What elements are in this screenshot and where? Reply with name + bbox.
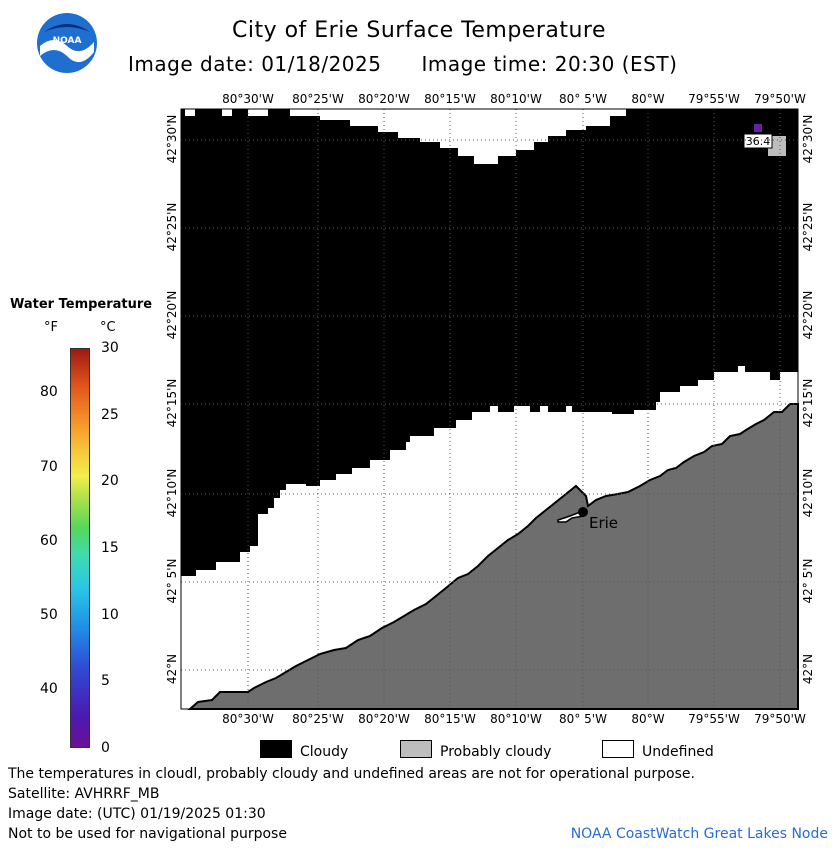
- lon-label-top: 80°25'W: [292, 92, 344, 106]
- temp-marker-label: 36.4: [746, 135, 771, 148]
- celsius-tick: 10: [101, 606, 119, 623]
- image-time: Image time: 20:30 (EST): [421, 52, 678, 76]
- unit-celsius: °C: [100, 320, 116, 335]
- lon-label-top: 79°55'W: [688, 92, 740, 106]
- lon-label-bottom: 80°30'W: [222, 712, 274, 726]
- lat-label-right: 42°15'N: [801, 378, 815, 428]
- lon-label-bottom: 80°15'W: [424, 712, 476, 726]
- lat-label-right: 42°25'N: [801, 202, 815, 252]
- lon-label-bottom: 80° 5'W: [559, 712, 607, 726]
- celsius-tick: 15: [101, 540, 119, 556]
- map-frame: [180, 108, 799, 710]
- lon-label-top: 80°15'W: [424, 92, 476, 106]
- image-date: Image date: 01/18/2025: [128, 52, 382, 76]
- lon-label-bottom: 79°50'W: [754, 712, 806, 726]
- lon-label-bottom: 80°25'W: [292, 712, 344, 726]
- lat-label-right: 42° 5'N: [801, 558, 815, 604]
- legend-label: Cloudy: [300, 744, 349, 760]
- lon-label-top: 80° 5'W: [559, 92, 607, 106]
- lat-label-right: 42°N: [801, 653, 815, 685]
- temperature-color-bar: [70, 348, 90, 748]
- fahrenheit-tick: 70: [40, 458, 58, 475]
- logo-text: NOAA: [53, 36, 82, 46]
- cloudy-region: [181, 109, 798, 576]
- celsius-tick: 5: [101, 673, 110, 690]
- legend-swatch: [602, 740, 634, 758]
- lon-label-top: 80°10'W: [490, 92, 542, 106]
- lon-label-top: 80°20'W: [358, 92, 410, 106]
- fahrenheit-tick: 50: [40, 606, 58, 623]
- legend-label: Undefined: [642, 744, 714, 760]
- celsius-tick: 30: [101, 340, 119, 356]
- legend-title: Water Temperature: [10, 297, 153, 312]
- celsius-tick: 0: [101, 740, 110, 756]
- celsius-tick: 25: [101, 406, 119, 423]
- fahrenheit-tick: 80: [40, 384, 58, 401]
- lat-label-right: 42°20'N: [801, 290, 815, 340]
- lon-label-bottom: 80°10'W: [490, 712, 542, 726]
- lat-label-left: 42°N: [165, 653, 179, 685]
- page-title: City of Erie Surface Temperature: [231, 18, 607, 43]
- lat-label-right: 42°30'N: [801, 114, 815, 164]
- celsius-tick: 20: [101, 473, 119, 490]
- noaa-logo: NOAA: [36, 12, 98, 74]
- lat-label-left: 42°25'N: [165, 202, 179, 252]
- footer-satellite: Satellite: AVHRRF_MB: [8, 786, 160, 802]
- temp-marker-box: [743, 133, 773, 149]
- fahrenheit-tick: 60: [40, 532, 58, 549]
- footer-navigation-note: Not to be used for navigational purpose: [8, 826, 287, 842]
- temp-pixel: [754, 124, 762, 132]
- lon-label-top: 80°W: [631, 92, 665, 106]
- city-label: Erie: [589, 514, 618, 532]
- lat-label-right: 42°10'N: [801, 468, 815, 518]
- lon-label-top: 80°30'W: [222, 92, 274, 106]
- fahrenheit-tick: 40: [40, 680, 58, 697]
- lon-label-top: 79°50'W: [754, 92, 806, 106]
- lon-label-bottom: 80°20'W: [358, 712, 410, 726]
- lat-label-left: 42°20'N: [165, 290, 179, 340]
- lon-label-bottom: 79°55'W: [688, 712, 740, 726]
- unit-fahrenheit: °F: [44, 320, 58, 335]
- map-grid: [181, 109, 798, 709]
- lat-label-left: 42°30'N: [165, 114, 179, 164]
- image-datetime: Image date: 01/18/2025 Image time: 20:30 …: [128, 52, 717, 76]
- lat-label-left: 42°10'N: [165, 468, 179, 518]
- lon-label-bottom: 80°W: [631, 712, 665, 726]
- lat-label-left: 42° 5'N: [165, 558, 179, 604]
- footer-node-credit: NOAA CoastWatch Great Lakes Node: [570, 826, 828, 842]
- city-marker: [578, 507, 588, 517]
- lat-label-left: 42°15'N: [165, 378, 179, 428]
- legend-swatch: [260, 740, 292, 758]
- legend-swatch: [400, 740, 432, 758]
- footer-disclaimer: The temperatures in cloudl, probably clo…: [8, 766, 695, 782]
- footer-image-date: Image date: (UTC) 01/19/2025 01:30: [8, 806, 266, 822]
- legend-label: Probably cloudy: [440, 744, 552, 760]
